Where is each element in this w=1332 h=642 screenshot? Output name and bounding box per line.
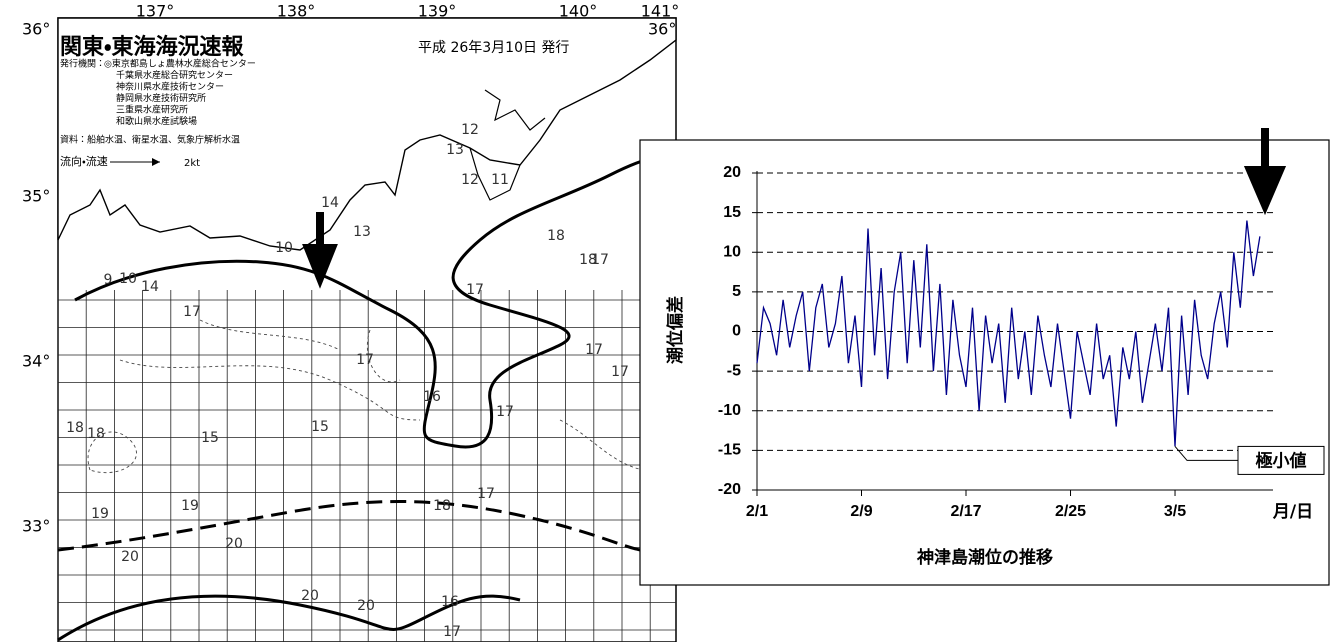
map-text: 関東・東海海況速報 平成 26年3月10日 発行 発行機関： 資料：船舶水温、衛…	[22, 2, 679, 641]
agency-name: 千葉県水産総合研究センター	[116, 69, 233, 81]
x-tick-label: 2/9	[850, 503, 872, 520]
isotherm-label: 18	[87, 426, 105, 442]
isotherm-label: 18	[66, 420, 84, 436]
isotherm-label: 16	[423, 389, 441, 405]
x-tick-label: 2/25	[1055, 503, 1086, 520]
map-issued: 平成 26年3月10日 発行	[418, 40, 569, 56]
map-grid	[57, 290, 676, 642]
isotherm-label: 13	[446, 142, 464, 158]
agency-name: 静岡県水産技術研究所	[116, 92, 206, 104]
data-line	[756, 220, 1261, 447]
isotherm-label: 19	[91, 506, 109, 522]
isotherm-label: 17	[477, 486, 495, 502]
longitude-label: 139°	[418, 2, 457, 21]
annotation-box	[1237, 445, 1325, 475]
longitude-label: 141°	[641, 2, 680, 21]
isotherm-label: 20	[121, 549, 139, 565]
lat-label-right: 36°	[648, 20, 676, 39]
isotherm-label: 20	[357, 598, 375, 614]
longitude-label: 137°	[136, 2, 175, 21]
y-tick-label: 20	[723, 164, 741, 181]
isotherm-label: 17	[585, 342, 603, 358]
agency-name: 和歌山県水産試験場	[116, 115, 197, 127]
isotherm-label: 17	[356, 352, 374, 368]
agency-name: 三重県水産研究所	[116, 104, 188, 116]
map-source: 資料：船舶水温、衛星水温、気象庁解析水温	[60, 134, 240, 146]
y-tick-label: 10	[723, 243, 741, 260]
isotherm-thick	[57, 594, 521, 642]
y-tick-label: -10	[718, 402, 741, 419]
isotherm-label: 9	[104, 272, 113, 288]
map	[57, 17, 677, 642]
coastline	[57, 17, 677, 251]
isotherm-label: 17	[443, 624, 461, 640]
x-tick-label: 2/17	[950, 503, 981, 520]
y-tick-label: 5	[732, 283, 741, 300]
isotherm-label: 17	[466, 282, 484, 298]
isotherm-label: 14	[321, 195, 339, 211]
isotherm-label: 17	[183, 304, 201, 320]
arrow-marker	[1243, 128, 1287, 216]
x-tick-label: 3/5	[1164, 503, 1186, 520]
arrow-marker	[302, 212, 338, 289]
y-tick-label: 0	[732, 323, 741, 340]
isotherm-label: 18	[579, 252, 597, 268]
y-tick-label: -15	[718, 442, 741, 459]
x-tick-label: 2/1	[746, 503, 768, 520]
isotherm-label: 18	[547, 228, 565, 244]
x-unit: 月/日	[1272, 502, 1313, 522]
isotherm-label: 12	[461, 172, 479, 188]
latitude-label: 34°	[22, 352, 50, 371]
isotherm-label: 16	[441, 594, 459, 610]
bay-coast	[484, 89, 546, 131]
bay-coast	[469, 147, 521, 201]
isotherm-label: 11	[491, 172, 509, 188]
isotherm-label: 20	[301, 588, 319, 604]
isotherm-label: 14	[141, 279, 159, 295]
isotherm-label: 17	[496, 404, 514, 420]
isotherm-label: 17	[591, 252, 609, 268]
y-tick-label: 15	[723, 204, 741, 221]
flow-legend-head	[152, 158, 160, 166]
isotherm-label: 13	[353, 224, 371, 240]
longitude-label: 140°	[559, 2, 598, 21]
isotherm-label: 17	[611, 364, 629, 380]
annotation-leader	[1174, 446, 1238, 461]
isotherm-label: 15	[311, 419, 329, 435]
flow-unit: 2kt	[184, 158, 200, 169]
y-axis-label: 潮位偏差	[665, 296, 686, 364]
isotherm-label: 15	[201, 430, 219, 446]
flow-label: 流向・流速	[60, 154, 108, 168]
latitude-label: 36°	[22, 20, 50, 39]
chart-panel	[639, 139, 1330, 586]
y-tick-label: -20	[718, 481, 741, 498]
isotherm-label: 20	[225, 536, 243, 552]
agency-name: ◎東京都島しょ農林水産総合センター	[104, 58, 256, 70]
latitude-label: 33°	[22, 517, 50, 536]
isotherm-label: 10	[119, 271, 137, 287]
annotation: 極小値	[1256, 450, 1307, 471]
chart-title: 神津島潮位の推移	[916, 547, 1053, 568]
isotherm-label: 10	[275, 240, 293, 256]
map-title: 関東・東海海況速報	[60, 34, 244, 60]
isotherm-label: 12	[461, 122, 479, 138]
chart: 神津島潮位の推移 月/日 潮位偏差 -20 -15 -10 -5 0 5 10 15 20 2/1…	[665, 128, 1325, 568]
isotherm-label: 19	[181, 498, 199, 514]
agency-label: 発行機関：	[60, 58, 105, 70]
front-line	[57, 500, 677, 554]
y-tick-label: -5	[727, 362, 741, 379]
latitude-label: 35°	[22, 187, 50, 206]
isotherm-label: 18	[433, 498, 451, 514]
longitude-label: 138°	[277, 2, 316, 21]
agency-name: 神奈川県水産技術センター	[116, 81, 224, 93]
